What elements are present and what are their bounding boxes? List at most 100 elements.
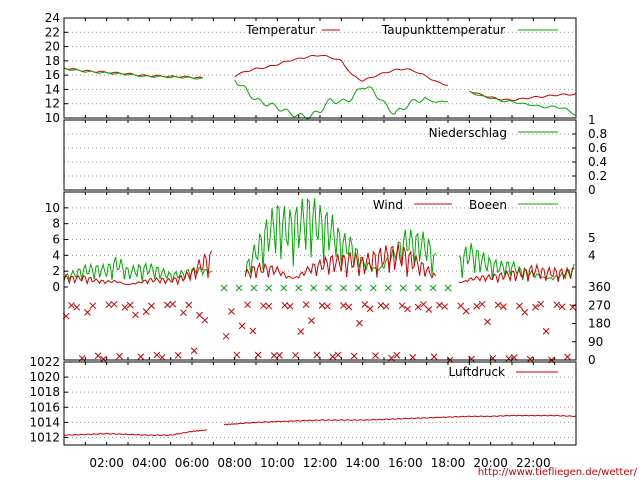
y-tick-label: 10 bbox=[45, 201, 60, 215]
x-tick-label: 22:00 bbox=[516, 456, 551, 470]
x-tick-label: 18:00 bbox=[431, 456, 466, 470]
gust-direction-point bbox=[325, 284, 332, 292]
wind-direction-point bbox=[393, 351, 401, 359]
y-tick-label: 2 bbox=[52, 264, 60, 278]
wind-direction-point bbox=[329, 353, 337, 360]
y-tick-label: 0 bbox=[52, 280, 60, 294]
series-line-luftdruck bbox=[63, 414, 577, 437]
wind-direction-point bbox=[372, 352, 379, 359]
y2-tick-label: 5 bbox=[588, 231, 596, 245]
gust-direction-point bbox=[384, 284, 392, 292]
y-tick-label: 18 bbox=[45, 54, 60, 68]
wind-direction-point bbox=[228, 308, 235, 315]
wind-direction-point bbox=[318, 302, 326, 309]
gust-direction-point bbox=[295, 284, 303, 292]
wind-direction-point bbox=[537, 300, 545, 308]
wind-direction-point bbox=[484, 318, 491, 326]
panel-frames bbox=[63, 17, 577, 446]
wind-direction-point bbox=[361, 301, 369, 308]
y-tick-label: 8 bbox=[52, 217, 60, 231]
y-tick-label: 16 bbox=[45, 68, 60, 82]
legend-label-taupunkttemperatur: Taupunkttemperatur bbox=[381, 23, 505, 37]
y-tick-label: 1016 bbox=[29, 400, 60, 414]
x-tick-label: 20:00 bbox=[473, 456, 508, 470]
gust-direction-point bbox=[310, 284, 317, 292]
wind-direction-point bbox=[100, 355, 107, 363]
wind-direction-point bbox=[324, 302, 331, 310]
gridlines bbox=[64, 31, 576, 438]
series-line-taupunkttemperatur bbox=[63, 67, 577, 120]
wind-direction-point bbox=[500, 303, 507, 310]
gust-direction-point bbox=[414, 284, 422, 292]
wind-direction-point bbox=[169, 300, 177, 308]
gust-direction-point bbox=[235, 284, 243, 292]
wind-direction-point bbox=[436, 301, 443, 309]
wind-direction-point bbox=[350, 352, 358, 360]
wind-direction-point bbox=[233, 351, 241, 359]
wind-direction-point bbox=[153, 351, 161, 359]
wind-direction-point bbox=[84, 308, 91, 316]
wind-direction-point bbox=[270, 352, 278, 359]
wind-direction-point bbox=[420, 300, 427, 308]
wind-direction-point bbox=[174, 351, 182, 359]
wind-direction-point bbox=[414, 303, 422, 311]
legend-label-temperatur: Temperatur bbox=[245, 23, 315, 37]
y-tick-label: 10 bbox=[45, 111, 60, 125]
wind-direction-point bbox=[190, 347, 198, 355]
wind-direction-point bbox=[126, 301, 134, 309]
y-tick-label: 1022 bbox=[29, 355, 60, 369]
y-tick-label: 12 bbox=[45, 97, 60, 111]
y-tick-label: 0 bbox=[588, 183, 596, 197]
wind-direction-point bbox=[265, 302, 273, 310]
wind-direction-point bbox=[185, 301, 193, 309]
x-tick-label: 04:00 bbox=[132, 456, 167, 470]
wind-direction-point bbox=[292, 351, 299, 359]
x-tick-label: 16:00 bbox=[388, 456, 423, 470]
wind-direction-point bbox=[409, 354, 417, 361]
y-tick-label: 24 bbox=[45, 11, 60, 25]
wind-direction-point bbox=[73, 303, 81, 311]
y-tick-label: 1018 bbox=[29, 385, 60, 399]
wind-direction-point bbox=[382, 303, 390, 310]
y-tick-label: 1 bbox=[588, 113, 596, 127]
legend-label-niederschlag: Niederschlag bbox=[429, 126, 507, 140]
gust-direction-point bbox=[250, 284, 258, 292]
gust-direction-point bbox=[429, 284, 437, 292]
y-tick-label: 0.6 bbox=[588, 141, 607, 155]
wind-direction-point bbox=[457, 302, 465, 310]
y-tick-label: 14 bbox=[45, 82, 60, 96]
series-line-boeen bbox=[63, 197, 575, 283]
gust-direction-point bbox=[265, 284, 273, 292]
wind-direction-point bbox=[366, 305, 374, 313]
wind-direction-point bbox=[196, 311, 203, 319]
wind-direction-point bbox=[494, 301, 502, 309]
y-tick-label: 360 bbox=[588, 280, 611, 294]
wind-direction-point bbox=[478, 300, 486, 308]
wind-direction-point bbox=[526, 355, 534, 363]
tick-labels: 02:00 04:00 06:00 08:00 10:00 12:00 14:00 16:00… bbox=[29, 11, 610, 470]
wind-direction-point bbox=[222, 332, 230, 340]
wind-direction-point bbox=[286, 302, 294, 310]
y-tick-label: 0.2 bbox=[588, 169, 607, 183]
wind-direction-point bbox=[260, 302, 267, 310]
gust-direction-point bbox=[355, 284, 362, 292]
wind-direction-point bbox=[297, 328, 305, 335]
wind-direction-point bbox=[334, 351, 342, 359]
wind-direction-point bbox=[473, 302, 481, 310]
gust-direction-point bbox=[340, 284, 347, 292]
wind-direction-point bbox=[425, 306, 433, 313]
wind-direction-point bbox=[340, 302, 347, 309]
wind-direction-point bbox=[68, 301, 75, 309]
gust-direction-point bbox=[220, 284, 228, 292]
y-tick-label: 6 bbox=[52, 233, 60, 247]
wind-direction-point bbox=[313, 351, 321, 359]
x-tick-label: 12:00 bbox=[303, 456, 338, 470]
y-tick-label: 0 bbox=[588, 353, 596, 367]
wind-direction-point bbox=[137, 353, 145, 361]
wind-direction-point bbox=[532, 303, 539, 311]
y-tick-label: 180 bbox=[588, 317, 611, 331]
wind-direction-point bbox=[302, 301, 310, 308]
x-tick-label: 06:00 bbox=[175, 456, 210, 470]
wind-direction-point bbox=[521, 308, 529, 316]
gust-direction-point bbox=[369, 284, 377, 292]
